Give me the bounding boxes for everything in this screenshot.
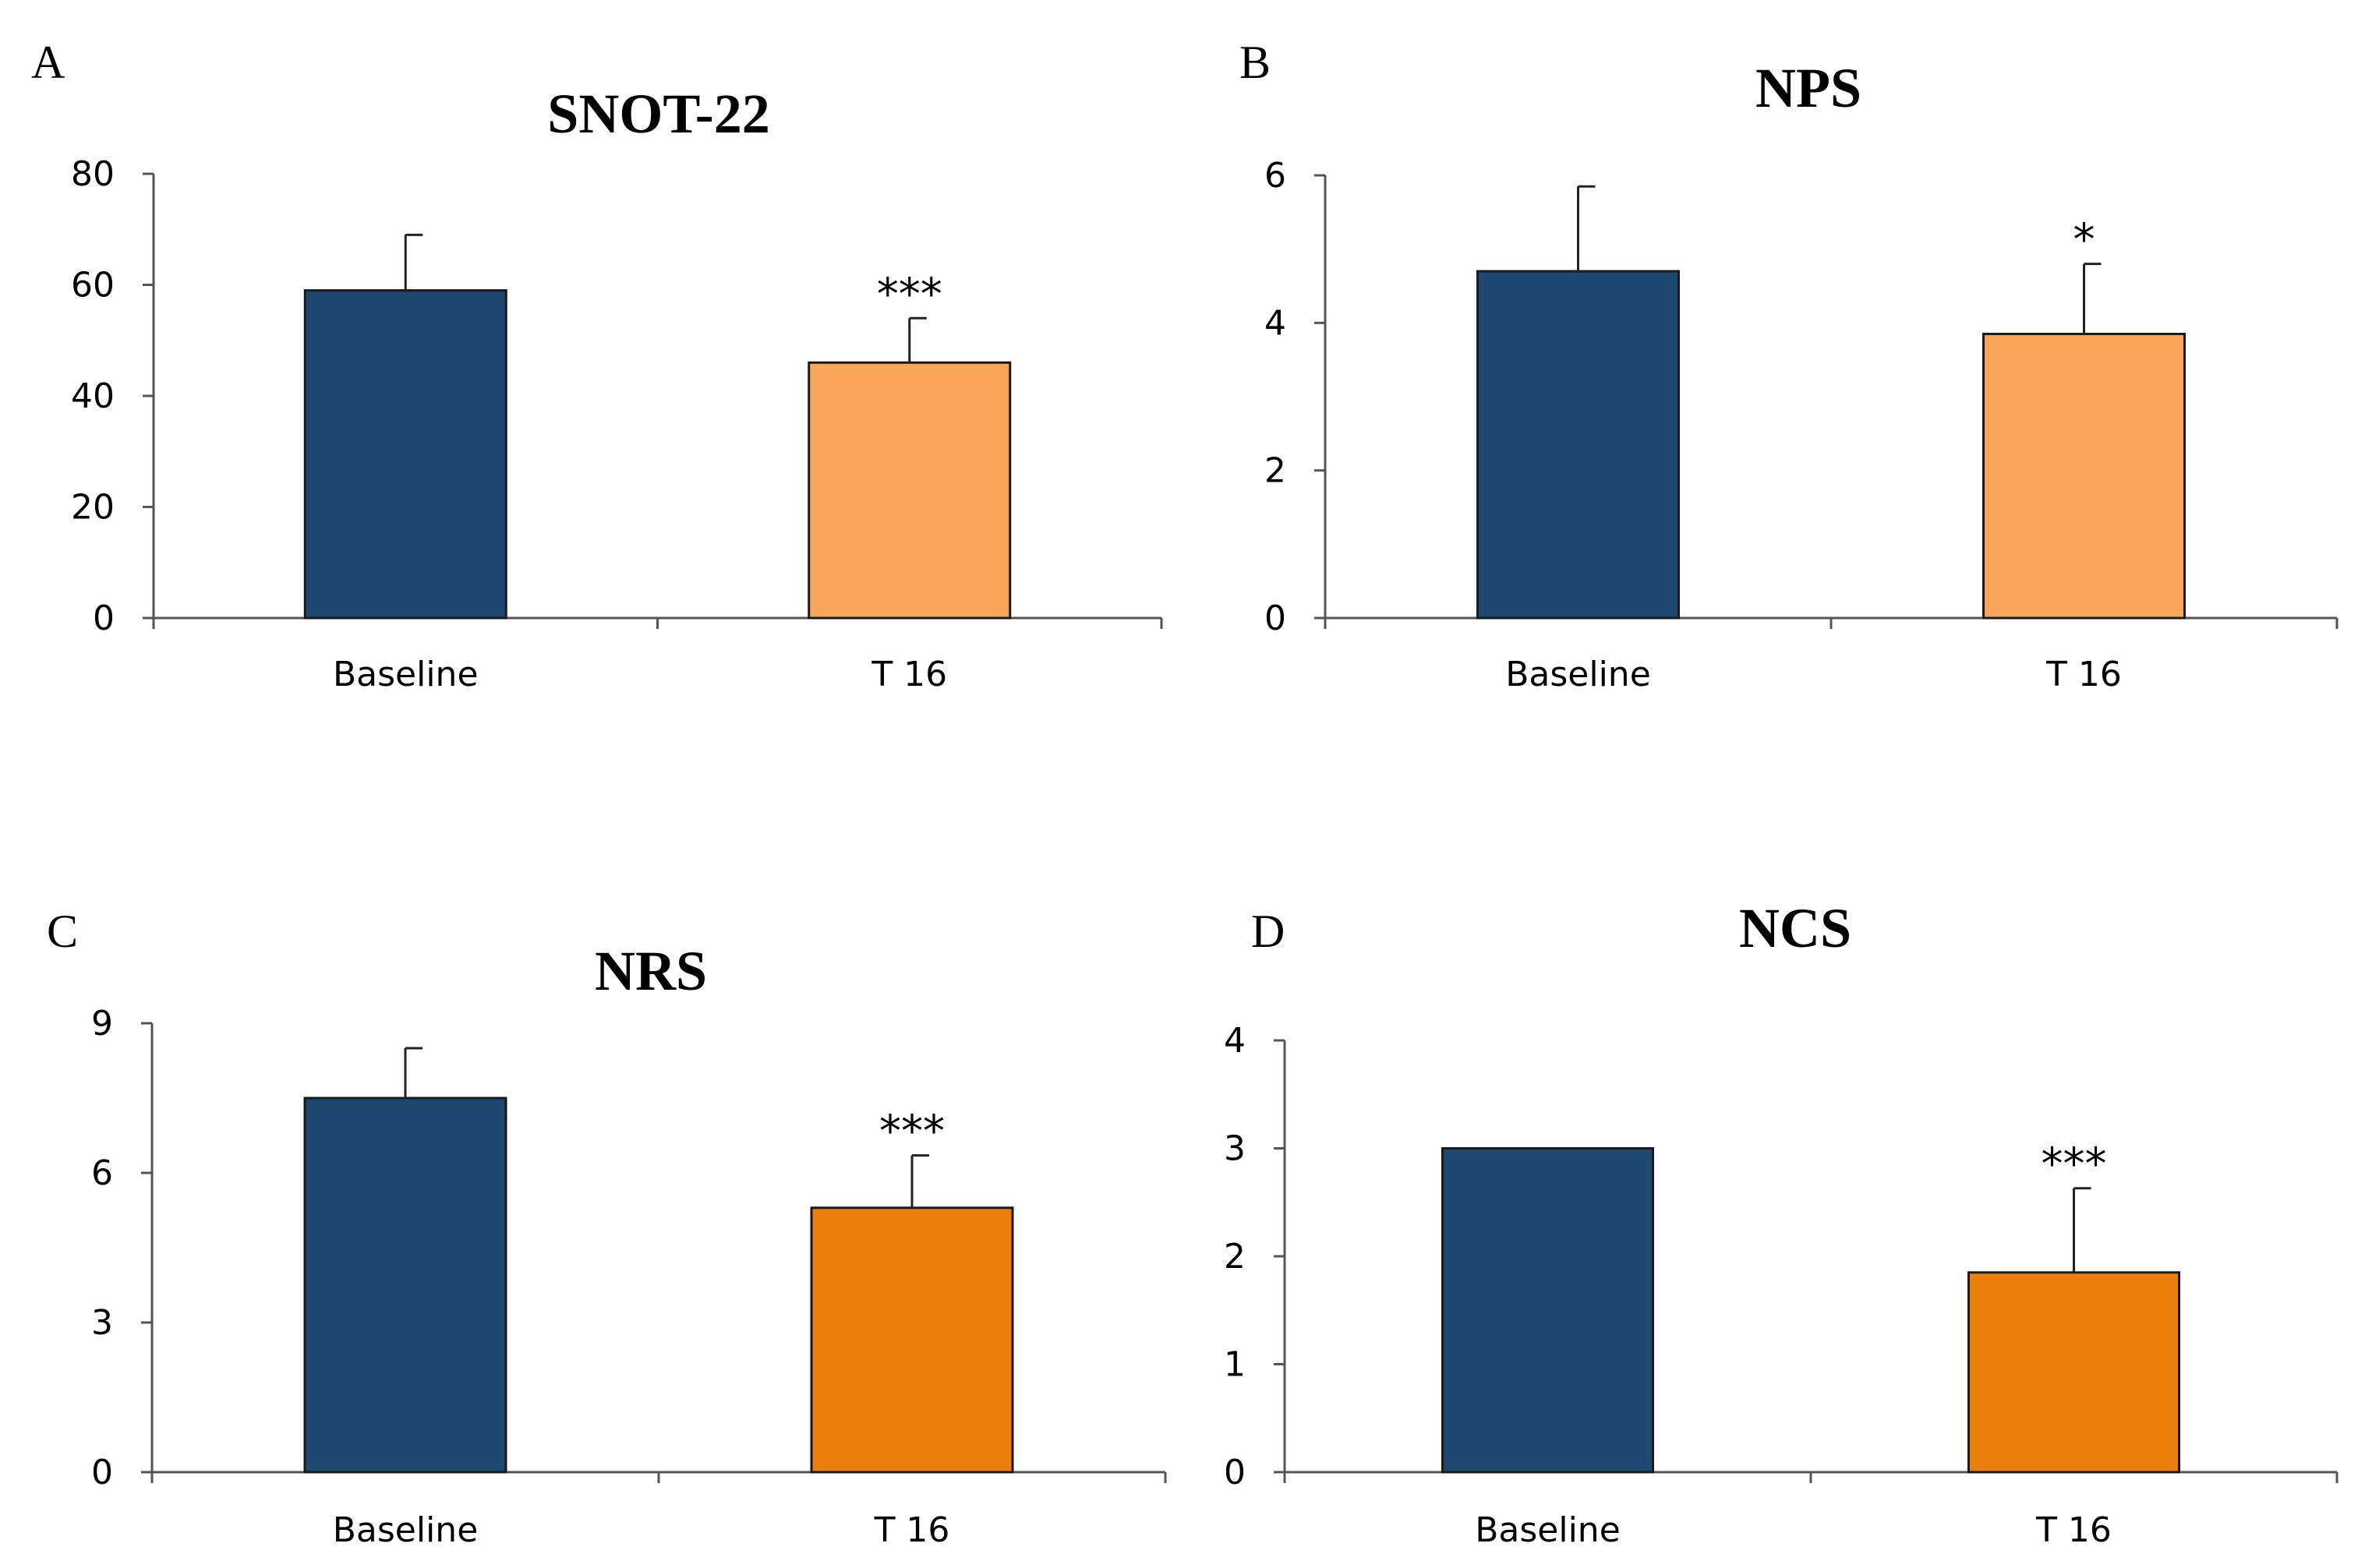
significance-marker: * — [2073, 215, 2095, 266]
x-category-label: Baseline — [333, 1510, 479, 1550]
chart-panel-c: C NRS 0 3 6 9 Baseline *** T 16 — [47, 906, 1167, 1550]
y-tick-label: 6 — [1264, 156, 1286, 196]
y-tick-label: 6 — [91, 1153, 113, 1193]
y-tick-label: 0 — [91, 1453, 113, 1492]
y-tick-label: 80 — [71, 154, 115, 194]
y-tick-label: 20 — [71, 488, 115, 528]
chart-panel-b: B NPS 0 2 4 6 Baseline * T 16 — [1239, 37, 2339, 694]
y-tick-label: 40 — [71, 376, 115, 416]
y-tick-label: 4 — [1224, 1021, 1246, 1061]
chart-title: NCS — [1739, 897, 1851, 959]
y-tick-label: 1 — [1224, 1345, 1246, 1385]
bar-baseline — [303, 1097, 507, 1474]
significance-marker: *** — [879, 1107, 945, 1157]
y-tick-label: 2 — [1264, 451, 1286, 491]
bar-t-16 — [1967, 1271, 2180, 1474]
chart-title: SNOT-22 — [547, 83, 769, 145]
x-category-label: Baseline — [1475, 1510, 1621, 1550]
bar-t-16 — [808, 361, 1012, 620]
y-tick-label: 60 — [71, 266, 115, 305]
x-category-label: Baseline — [1505, 655, 1651, 694]
chart-title: NPS — [1755, 57, 1861, 119]
y-tick-label: 9 — [91, 1004, 113, 1044]
significance-marker: *** — [2042, 1139, 2107, 1190]
x-category-label: T 16 — [2035, 1510, 2112, 1550]
y-tick-label: 3 — [91, 1303, 113, 1343]
chart-title: NRS — [595, 940, 707, 1002]
x-category-label: T 16 — [871, 655, 947, 694]
bar-t-16 — [1982, 333, 2186, 620]
bar-baseline — [1476, 270, 1680, 620]
bar-baseline — [1441, 1147, 1654, 1474]
x-category-label: T 16 — [874, 1510, 950, 1550]
bar-t-16 — [810, 1206, 1014, 1474]
bar-baseline — [303, 289, 507, 620]
panel-letter: D — [1251, 906, 1285, 957]
panel-letter: B — [1239, 37, 1271, 88]
panel-letter: C — [47, 906, 78, 957]
y-tick-label: 0 — [1224, 1453, 1246, 1492]
y-tick-label: 4 — [1264, 303, 1286, 343]
x-category-label: Baseline — [333, 655, 479, 694]
y-tick-label: 0 — [1264, 599, 1286, 638]
chart-panel-a: A SNOT-22 0 20 40 60 80 Baseline *** T 16 — [31, 37, 1163, 694]
y-tick-label: 2 — [1224, 1237, 1246, 1277]
panel-letter: A — [31, 37, 65, 88]
significance-marker: *** — [877, 269, 942, 320]
y-tick-label: 0 — [93, 599, 115, 638]
y-tick-label: 3 — [1224, 1129, 1246, 1169]
x-category-label: T 16 — [2045, 655, 2122, 694]
chart-panel-d: D NCS 0 1 2 3 4 Baseline *** T 16 — [1224, 897, 2339, 1550]
